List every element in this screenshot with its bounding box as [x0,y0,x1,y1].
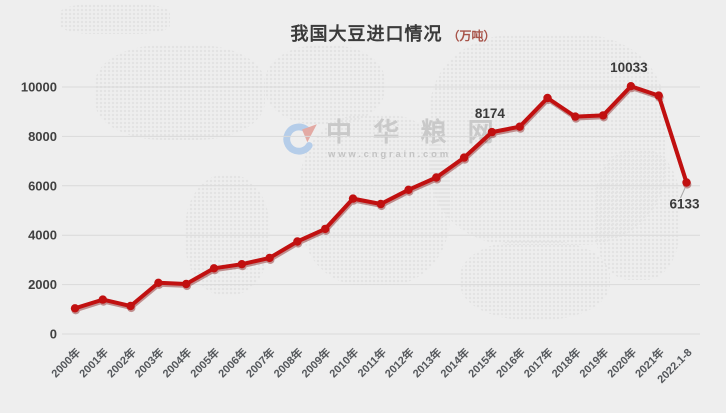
chart-title: 我国大豆进口情况 （万吨） [290,20,495,46]
map-dots-blob [595,150,680,280]
svg-text:4000: 4000 [28,228,57,243]
svg-text:0: 0 [50,327,57,342]
data-point [682,178,691,187]
data-point [376,199,385,209]
svg-text:2000: 2000 [28,277,57,292]
svg-text:6000: 6000 [28,178,57,193]
svg-text:2011年: 2011年 [354,345,389,380]
svg-text:2012年: 2012年 [382,345,417,380]
data-point [321,224,330,234]
svg-text:2010年: 2010年 [326,345,361,380]
svg-text:2006年: 2006年 [215,345,250,380]
svg-text:2018年: 2018年 [548,345,583,380]
chart-title-unit: （万吨） [447,29,496,43]
svg-text:2019年: 2019年 [576,345,611,380]
map-dots-blob [95,45,265,140]
data-point [348,194,358,203]
data-point [515,122,524,131]
data-point [598,111,608,120]
svg-text:2015年: 2015年 [465,345,500,380]
data-point [543,93,552,103]
map-dots-blob [460,240,610,320]
data-point [571,112,580,121]
svg-text:2008年: 2008年 [271,345,306,380]
chart-title-text: 我国大豆进口情况 [290,24,443,44]
svg-text:10033: 10033 [610,60,648,75]
import-line [70,82,691,313]
data-point [626,82,636,91]
svg-text:8174: 8174 [475,106,506,121]
svg-text:2003年: 2003年 [132,345,167,380]
svg-text:2009年: 2009年 [298,345,333,380]
svg-text:2014年: 2014年 [437,345,472,380]
gridlines [62,86,700,335]
data-point [70,304,80,313]
svg-text:2005年: 2005年 [187,345,222,380]
svg-text:2020年: 2020年 [604,345,639,380]
data-point [209,264,219,273]
cngrain-watermark: 中 华 粮 网 www.cngrain.com [282,118,501,160]
watermark-name: 中 华 粮 网 [326,117,501,147]
import-line-shadow [71,83,692,315]
watermark-url: www.cngrain.com [328,148,451,160]
data-point [432,173,441,182]
svg-text:2002年: 2002年 [104,345,139,380]
svg-text:2017年: 2017年 [521,345,556,380]
data-point [459,153,469,162]
svg-text:2013年: 2013年 [409,345,444,380]
svg-text:6133: 6133 [669,197,700,212]
map-dots-blob [300,115,450,285]
svg-text:2016年: 2016年 [493,345,528,380]
svg-text:2000年: 2000年 [48,345,83,380]
svg-text:2004年: 2004年 [159,345,194,380]
map-dots-blob [60,4,170,34]
data-point [237,260,246,269]
svg-text:8000: 8000 [28,129,57,144]
data-point [293,237,302,246]
svg-text:2007年: 2007年 [243,345,278,380]
data-point [154,278,163,287]
data-point [404,185,413,194]
data-point [487,127,497,137]
cngrain-logo-icon [283,123,317,155]
svg-text:10000: 10000 [21,80,57,95]
svg-text:2001年: 2001年 [76,345,111,380]
data-point [98,295,108,304]
data-point [126,301,135,311]
y-axis-labels: 0 2000 4000 6000 8000 10000 [21,80,57,342]
map-dots-blob [265,45,385,125]
data-point [265,253,274,263]
data-point [654,91,663,100]
data-point [182,279,191,289]
x-axis-labels: 2000年2001年2002年2003年2004年2005年2006年2007年… [48,345,694,386]
data-point-labels: 8174 10033 6133 [475,60,700,211]
label-leader-line [680,187,686,199]
